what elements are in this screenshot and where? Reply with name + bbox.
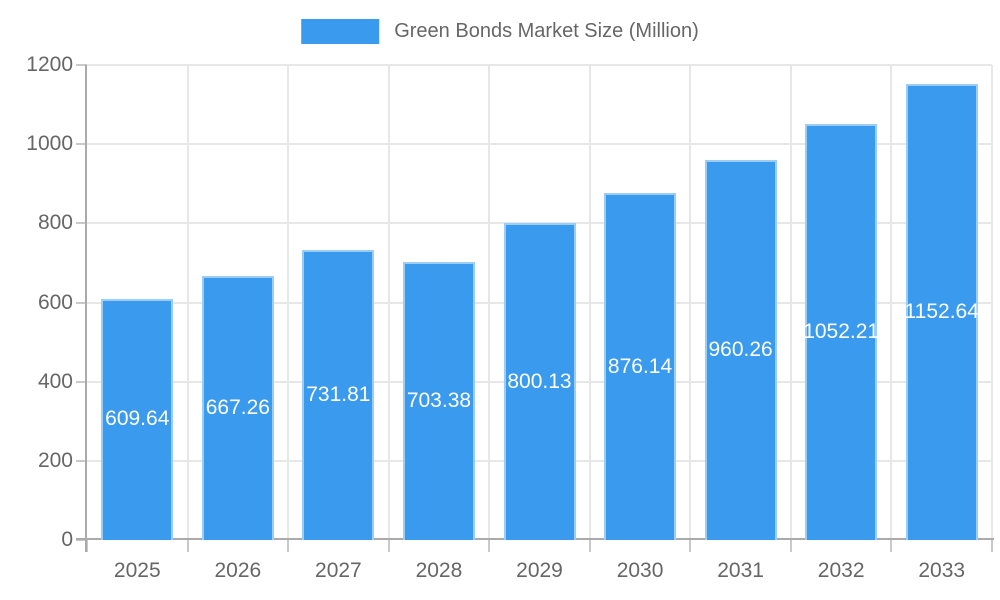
bar[interactable] xyxy=(201,275,274,540)
y-tick-label: 800 xyxy=(37,211,73,235)
bar[interactable] xyxy=(604,193,677,540)
y-tick-label: 600 xyxy=(37,290,73,314)
bar[interactable] xyxy=(101,298,174,540)
x-tick-mark xyxy=(588,540,591,552)
x-tick-label: 2032 xyxy=(817,559,865,582)
bar[interactable] xyxy=(704,159,777,540)
x-tick-label: 2031 xyxy=(717,559,764,582)
y-tick-mark xyxy=(76,539,87,541)
y-tick-mark xyxy=(76,222,87,225)
bar-value-label: 609.64 xyxy=(105,407,170,431)
x-tick-label: 2033 xyxy=(918,559,966,582)
y-gridline xyxy=(87,64,992,66)
bar-value-label: 1152.64 xyxy=(904,299,979,323)
y-tick-label: 200 xyxy=(37,448,73,472)
bar[interactable] xyxy=(402,261,475,540)
x-gridline xyxy=(890,65,893,540)
y-gridline xyxy=(87,143,992,146)
x-tick-mark xyxy=(689,540,692,552)
y-tick-label: 1200 xyxy=(26,53,73,76)
bar-value-label: 703.38 xyxy=(406,388,472,412)
bar-value-label: 876.14 xyxy=(607,354,673,378)
bar[interactable] xyxy=(905,83,978,540)
y-tick-label: 0 xyxy=(61,528,73,551)
x-gridline xyxy=(287,65,290,540)
bar-value-label: 960.26 xyxy=(708,337,773,361)
bar-value-label: 731.81 xyxy=(306,383,371,407)
x-tick-mark xyxy=(890,540,893,552)
x-tick-label: 2027 xyxy=(315,559,362,582)
x-tick-label: 2029 xyxy=(516,559,563,582)
x-gridline xyxy=(387,65,390,540)
x-tick-label: 2026 xyxy=(214,559,262,582)
y-axis-line xyxy=(85,65,87,552)
y-tick-mark xyxy=(76,380,87,383)
bar-value-label: 667.26 xyxy=(205,395,270,419)
x-tick-label: 2030 xyxy=(616,559,664,582)
legend-swatch-icon xyxy=(301,19,380,44)
y-tick-label: 400 xyxy=(37,369,73,393)
y-tick-mark xyxy=(76,64,87,66)
x-tick-label: 2025 xyxy=(113,559,161,582)
bar[interactable] xyxy=(805,123,878,540)
bar[interactable] xyxy=(503,223,576,540)
bar[interactable] xyxy=(302,250,375,540)
x-tick-mark xyxy=(287,540,290,552)
y-tick-mark xyxy=(76,459,87,462)
x-tick-label: 2028 xyxy=(415,559,463,582)
y-tick-mark xyxy=(76,301,87,304)
y-tick-label: 1000 xyxy=(26,132,73,156)
x-tick-mark xyxy=(387,540,390,552)
x-tick-mark xyxy=(789,540,792,552)
x-tick-mark xyxy=(488,540,491,552)
x-tick-mark xyxy=(186,540,189,552)
x-gridline xyxy=(186,65,189,540)
x-gridline xyxy=(488,65,491,540)
x-tick-mark xyxy=(86,540,88,552)
bar-value-label: 1052.21 xyxy=(803,319,880,343)
x-gridline xyxy=(689,65,692,540)
x-gridline xyxy=(588,65,591,540)
legend-item[interactable]: Green Bonds Market Size (Million) xyxy=(301,19,699,44)
plot-area: 0 200 400 600 800 1000 1200 2025 609.64 2026 667.2… xyxy=(26,53,994,582)
y-tick-mark xyxy=(76,143,87,146)
x-gridline xyxy=(789,65,792,540)
legend-label: Green Bonds Market Size (Million) xyxy=(394,20,699,42)
x-tick-mark xyxy=(991,540,993,552)
bar-value-label: 800.13 xyxy=(507,369,572,393)
x-gridline xyxy=(991,65,993,540)
